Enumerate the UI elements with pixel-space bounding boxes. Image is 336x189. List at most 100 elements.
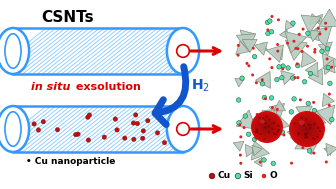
Ellipse shape xyxy=(299,98,302,101)
Ellipse shape xyxy=(264,122,267,124)
Ellipse shape xyxy=(301,146,304,149)
Ellipse shape xyxy=(294,139,297,142)
Ellipse shape xyxy=(312,137,314,139)
Ellipse shape xyxy=(275,77,279,82)
FancyArrowPatch shape xyxy=(155,67,186,125)
Ellipse shape xyxy=(268,119,270,121)
Polygon shape xyxy=(319,9,336,27)
Ellipse shape xyxy=(277,125,280,127)
Ellipse shape xyxy=(240,76,244,80)
Ellipse shape xyxy=(307,149,312,153)
Polygon shape xyxy=(311,26,332,47)
Ellipse shape xyxy=(264,119,266,122)
Ellipse shape xyxy=(255,115,279,139)
Ellipse shape xyxy=(257,117,277,137)
Ellipse shape xyxy=(277,133,280,136)
Ellipse shape xyxy=(292,40,295,43)
Polygon shape xyxy=(285,31,306,53)
Ellipse shape xyxy=(261,133,264,136)
Ellipse shape xyxy=(326,57,329,60)
Ellipse shape xyxy=(243,126,246,129)
Ellipse shape xyxy=(313,123,316,125)
Ellipse shape xyxy=(266,115,269,118)
Polygon shape xyxy=(252,145,262,156)
Ellipse shape xyxy=(239,154,242,157)
Ellipse shape xyxy=(102,135,107,139)
Ellipse shape xyxy=(308,71,312,76)
Ellipse shape xyxy=(267,125,269,128)
Polygon shape xyxy=(262,109,278,124)
Ellipse shape xyxy=(308,113,312,117)
Ellipse shape xyxy=(277,65,281,69)
Ellipse shape xyxy=(55,127,60,132)
Ellipse shape xyxy=(309,124,312,126)
Ellipse shape xyxy=(133,113,138,117)
Ellipse shape xyxy=(305,128,308,130)
Ellipse shape xyxy=(299,122,314,136)
Ellipse shape xyxy=(264,97,267,100)
Ellipse shape xyxy=(235,173,241,179)
Ellipse shape xyxy=(300,124,305,129)
Ellipse shape xyxy=(269,96,274,100)
Polygon shape xyxy=(326,143,336,156)
Polygon shape xyxy=(233,141,244,151)
Ellipse shape xyxy=(262,174,266,178)
Polygon shape xyxy=(242,40,257,53)
Text: H$_2$: H$_2$ xyxy=(191,78,209,94)
Polygon shape xyxy=(322,53,336,74)
Ellipse shape xyxy=(292,97,296,101)
Ellipse shape xyxy=(0,106,29,152)
Ellipse shape xyxy=(239,162,242,165)
Text: • Cu nanoparticle: • Cu nanoparticle xyxy=(26,157,115,167)
Ellipse shape xyxy=(264,125,269,129)
Ellipse shape xyxy=(298,133,300,136)
Polygon shape xyxy=(285,40,307,60)
Ellipse shape xyxy=(272,122,275,124)
Ellipse shape xyxy=(272,134,275,137)
Ellipse shape xyxy=(298,120,305,125)
Ellipse shape xyxy=(269,29,274,34)
Polygon shape xyxy=(309,14,320,25)
Ellipse shape xyxy=(177,45,189,57)
Ellipse shape xyxy=(317,127,319,129)
Ellipse shape xyxy=(266,115,268,118)
Ellipse shape xyxy=(291,21,295,25)
Ellipse shape xyxy=(289,111,325,147)
Ellipse shape xyxy=(275,133,278,135)
Ellipse shape xyxy=(256,113,259,116)
Ellipse shape xyxy=(259,133,262,135)
Text: exsolution: exsolution xyxy=(72,82,141,92)
Ellipse shape xyxy=(260,120,274,134)
Ellipse shape xyxy=(267,19,272,23)
Ellipse shape xyxy=(252,47,255,50)
Ellipse shape xyxy=(276,108,279,111)
Ellipse shape xyxy=(260,121,262,123)
Ellipse shape xyxy=(246,132,251,136)
Ellipse shape xyxy=(305,118,307,120)
Ellipse shape xyxy=(298,122,300,125)
Ellipse shape xyxy=(319,33,322,36)
Ellipse shape xyxy=(313,138,316,140)
Ellipse shape xyxy=(254,114,280,140)
Ellipse shape xyxy=(291,112,324,146)
Ellipse shape xyxy=(238,123,241,126)
Ellipse shape xyxy=(131,121,136,125)
Polygon shape xyxy=(256,71,270,88)
Ellipse shape xyxy=(302,28,304,31)
Polygon shape xyxy=(298,125,306,134)
Ellipse shape xyxy=(330,117,334,122)
Ellipse shape xyxy=(317,136,319,138)
Ellipse shape xyxy=(317,26,320,29)
Polygon shape xyxy=(285,20,294,30)
Ellipse shape xyxy=(296,47,299,50)
Ellipse shape xyxy=(282,133,285,136)
Ellipse shape xyxy=(259,161,262,164)
Ellipse shape xyxy=(306,45,309,48)
Ellipse shape xyxy=(0,28,29,74)
Ellipse shape xyxy=(312,152,315,155)
Ellipse shape xyxy=(277,131,279,133)
Ellipse shape xyxy=(298,120,316,138)
Ellipse shape xyxy=(306,136,308,138)
Ellipse shape xyxy=(141,129,145,133)
Ellipse shape xyxy=(256,129,258,131)
